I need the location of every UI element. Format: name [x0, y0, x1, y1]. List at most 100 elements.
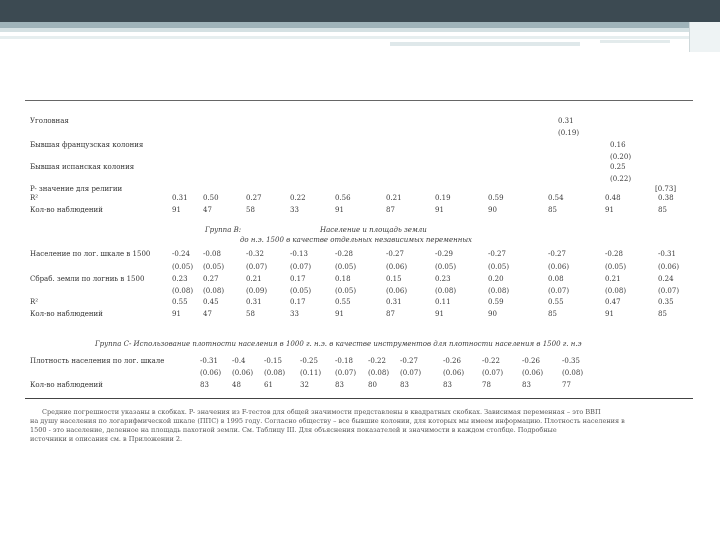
table-cell: 0.54 — [548, 194, 564, 202]
table-cell: 83 — [400, 381, 409, 389]
table-cell: (0.05) — [290, 287, 312, 295]
table-cell: (0.11) — [300, 369, 322, 377]
table-cell: 0.18 — [335, 275, 351, 283]
table-cell: 85 — [548, 206, 557, 214]
table-cell: 47 — [203, 206, 212, 214]
table-cell: (0.22) — [610, 175, 632, 183]
table-cell: (0.06) — [548, 263, 570, 271]
header-stripe — [0, 36, 720, 39]
table-cell: -0.28 — [605, 250, 623, 258]
table-cell: 0.31 — [172, 194, 188, 202]
table-cell: -0.27 — [386, 250, 404, 258]
table-cell: 0.55 — [548, 298, 564, 306]
row-label: P- значение для религии — [30, 185, 123, 193]
table-cell: 0.47 — [605, 298, 621, 306]
table-cell: (0.08) — [435, 287, 457, 295]
row-label: Кол-во наблюдений — [30, 310, 103, 318]
table-cell: (0.05) — [335, 263, 357, 271]
table-cell: 0.35 — [658, 298, 674, 306]
table-cell: -0.31 — [658, 250, 676, 258]
table-cell: 0.19 — [435, 194, 451, 202]
table-cell: -0.27 — [400, 357, 418, 365]
table-cell: (0.09) — [246, 287, 268, 295]
table-cell: 0.59 — [488, 298, 504, 306]
table-top-rule — [25, 100, 693, 101]
table-cell: 58 — [246, 310, 255, 318]
table-cell: -0.08 — [203, 250, 221, 258]
table-cell: 0.21 — [246, 275, 262, 283]
row-label: R² — [30, 298, 39, 306]
row-label: Сбраб. земли по логниь в 1500 — [30, 275, 145, 283]
panel-title: Группа С- Использование плотности населе… — [95, 340, 582, 348]
table-cell: (0.06) — [386, 263, 408, 271]
table-cell: 83 — [335, 381, 344, 389]
table-cell: 47 — [203, 310, 212, 318]
table-cell: -0.25 — [300, 357, 318, 365]
table-cell: 48 — [232, 381, 241, 389]
table-cell: -0.31 — [200, 357, 218, 365]
table-cell: 0.31 — [386, 298, 402, 306]
table-cell: -0.29 — [435, 250, 453, 258]
table-cell: (0.07) — [400, 369, 422, 377]
table-cell: 87 — [386, 206, 395, 214]
table-cell: -0.13 — [290, 250, 308, 258]
table-cell: 0.38 — [658, 194, 674, 202]
table-cell: (0.05) — [172, 263, 194, 271]
panel-title: до н.э. 1500 в качестве отдельных незави… — [240, 236, 472, 244]
table-cell: 91 — [335, 206, 344, 214]
table-cell: 0.22 — [290, 194, 306, 202]
table-cell: (0.06) — [386, 287, 408, 295]
table-cell: -0.18 — [335, 357, 353, 365]
row-label: Население по лог. шкале в 1500 — [30, 250, 151, 258]
table-cell: 90 — [488, 206, 497, 214]
table-cell: 87 — [386, 310, 395, 318]
table-cell: 80 — [368, 381, 377, 389]
table-cell: 85 — [548, 310, 557, 318]
table-cell: 61 — [264, 381, 273, 389]
panel-title: Группа B: — [205, 226, 242, 234]
table-cell: [0.73] — [655, 185, 677, 193]
table-cell: (0.05) — [488, 263, 510, 271]
table-cell: 58 — [246, 206, 255, 214]
row-label: Кол-во наблюдений — [30, 381, 103, 389]
table-cell: (0.05) — [335, 287, 357, 295]
table-cell: 0.31 — [246, 298, 262, 306]
table-cell: 32 — [300, 381, 309, 389]
table-cell: -0.26 — [522, 357, 540, 365]
table-cell: -0.27 — [548, 250, 566, 258]
table-cell: (0.07) — [335, 369, 357, 377]
table-cell: (0.06) — [232, 369, 254, 377]
row-label: Бывшая испанская колония — [30, 163, 135, 171]
table-cell: 0.16 — [610, 141, 626, 149]
table-cell: (0.08) — [562, 369, 584, 377]
table-cell: -0.15 — [264, 357, 282, 365]
table-cell: (0.05) — [435, 263, 457, 271]
table-cell: (0.07) — [246, 263, 268, 271]
table-cell: (0.19) — [558, 129, 580, 137]
table-cell: 0.56 — [335, 194, 351, 202]
table-cell: -0.24 — [172, 250, 190, 258]
footnote-line: Средние погрешности указаны в скобках. P… — [42, 408, 601, 416]
table-cell: 0.50 — [203, 194, 219, 202]
panel-title: Население и площадь земли — [320, 226, 427, 234]
table-cell: 85 — [658, 206, 667, 214]
table-cell: (0.06) — [658, 263, 680, 271]
table-cell: 0.21 — [605, 275, 621, 283]
table-cell: 91 — [172, 206, 181, 214]
header-stripe — [0, 22, 720, 28]
table-cell: 33 — [290, 310, 299, 318]
table-cell: -0.28 — [335, 250, 353, 258]
table-cell: 91 — [605, 206, 614, 214]
table-cell: -0.32 — [246, 250, 264, 258]
table-cell: 0.31 — [558, 117, 574, 125]
table-cell: -0.22 — [368, 357, 386, 365]
table-cell: -0.35 — [562, 357, 580, 365]
table-cell: (0.07) — [290, 263, 312, 271]
table-cell: 77 — [562, 381, 571, 389]
table-cell: 0.17 — [290, 298, 306, 306]
table-cell: (0.05) — [605, 263, 627, 271]
table-cell: 85 — [658, 310, 667, 318]
table-cell: 83 — [200, 381, 209, 389]
table-cell: 0.45 — [203, 298, 219, 306]
title-bar — [0, 0, 720, 22]
